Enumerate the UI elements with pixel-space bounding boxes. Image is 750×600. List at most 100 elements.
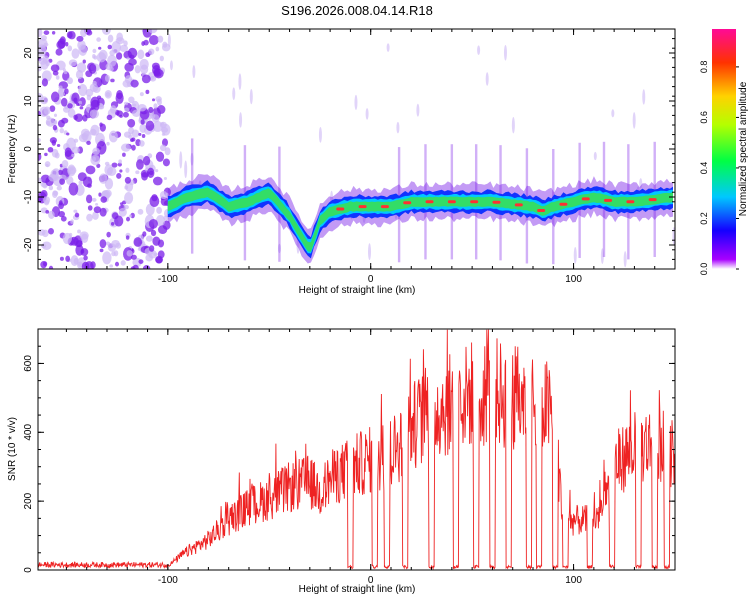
noise-blob [71, 48, 80, 59]
noise-blob [89, 109, 100, 119]
noise-blob [40, 260, 47, 269]
noise-blob [73, 209, 78, 213]
noise-blob [131, 109, 141, 117]
faint-blob [232, 87, 236, 100]
snr-y-axis-label: SNR (10 * v/v) [7, 417, 18, 481]
faint-blob [192, 65, 196, 79]
faint-blob [238, 73, 242, 90]
noise-blob [75, 244, 84, 256]
noise-blob [129, 54, 135, 60]
noise-blob [43, 42, 49, 47]
noise-blob [52, 70, 59, 76]
colorbar-tick-label: 0.6 [699, 111, 709, 124]
noise-blob [111, 162, 118, 168]
snr-y-tick-label: 400 [23, 424, 34, 441]
noise-blob [51, 30, 56, 35]
noise-blob [138, 259, 144, 264]
noise-blob [92, 211, 99, 220]
noise-blob [161, 138, 169, 147]
noise-blob [38, 110, 41, 116]
noise-blob [139, 108, 150, 120]
noise-blob [155, 215, 166, 227]
spectrogram-y-tick-label: 0 [23, 146, 34, 152]
colorbar-tick-label: 0.8 [699, 61, 709, 74]
spectrogram-x-tick-label: 100 [565, 274, 582, 285]
noise-blob [92, 80, 97, 86]
noise-blob [124, 107, 130, 112]
noise-blob [145, 89, 150, 95]
band-hotspot [403, 201, 412, 205]
noise-blob [92, 156, 97, 162]
noise-blob [67, 45, 73, 52]
noise-blob [152, 176, 163, 186]
noise-blob [59, 127, 65, 134]
noise-blob [142, 265, 151, 269]
noise-blob [124, 176, 132, 184]
noise-blob [46, 120, 51, 126]
noise-blob [148, 34, 159, 46]
noise-blob [118, 159, 122, 164]
faint-blob [179, 151, 183, 169]
noise-blob [148, 106, 154, 114]
noise-blob [102, 251, 112, 265]
snr-x-tick-label: 0 [368, 575, 374, 586]
noise-blob [50, 169, 60, 180]
noise-blob [40, 243, 47, 248]
noise-blob [82, 176, 93, 188]
noise-blob [78, 133, 88, 143]
noise-blob [120, 143, 131, 152]
noise-blob [133, 237, 143, 247]
colorbar-tick-label: 0.2 [699, 212, 709, 225]
noise-blob [124, 185, 129, 190]
faint-blob [249, 88, 253, 105]
colorbar: 0.0 0.2 0.4 0.6 0.8 Normalized spectral ampl… [699, 29, 749, 275]
noise-blob [114, 261, 120, 267]
faint-blob [416, 103, 420, 117]
noise-blob [152, 121, 163, 132]
noise-blob [163, 215, 169, 221]
noise-blob [79, 106, 84, 110]
noise-blob [60, 97, 68, 107]
noise-blob [58, 169, 63, 176]
band-cyan [167, 185, 674, 254]
noise-blob [157, 105, 166, 114]
noise-blob [104, 74, 111, 82]
noise-blob [81, 261, 90, 269]
noise-blob [82, 59, 86, 64]
noise-blob [122, 111, 129, 118]
noise-blob [59, 178, 65, 185]
band-hotspot [559, 202, 568, 206]
noise-blob [155, 46, 160, 52]
noise-blob [48, 228, 54, 235]
noise-blob [139, 92, 144, 97]
noise-blob [99, 122, 103, 127]
noise-blob [48, 210, 55, 220]
noise-blob [68, 182, 79, 196]
noise-blob [109, 49, 116, 56]
noise-blob [115, 92, 124, 104]
noise-blob [122, 152, 126, 157]
noise-blob [57, 87, 66, 97]
noise-blob [150, 229, 157, 237]
band-hotspot [358, 205, 367, 209]
noise-blob [132, 103, 137, 107]
noise-blob [116, 52, 123, 60]
noise-blob [124, 191, 134, 204]
noise-blob [131, 144, 136, 151]
noise-blob [124, 75, 133, 84]
faint-blob [642, 89, 646, 105]
faint-blob [167, 33, 171, 48]
noise-blob [88, 63, 97, 74]
noise-blob [48, 185, 54, 191]
band-hotspot [648, 198, 657, 202]
noise-blob [156, 98, 162, 106]
spectrogram-plot-area [38, 29, 675, 269]
noise-blob [62, 71, 70, 81]
noise-blob [120, 260, 126, 266]
faint-blob [485, 72, 489, 86]
noise-blob [157, 239, 165, 248]
noise-blob [119, 44, 129, 52]
noise-blob [155, 151, 165, 162]
noise-blob [85, 194, 93, 204]
